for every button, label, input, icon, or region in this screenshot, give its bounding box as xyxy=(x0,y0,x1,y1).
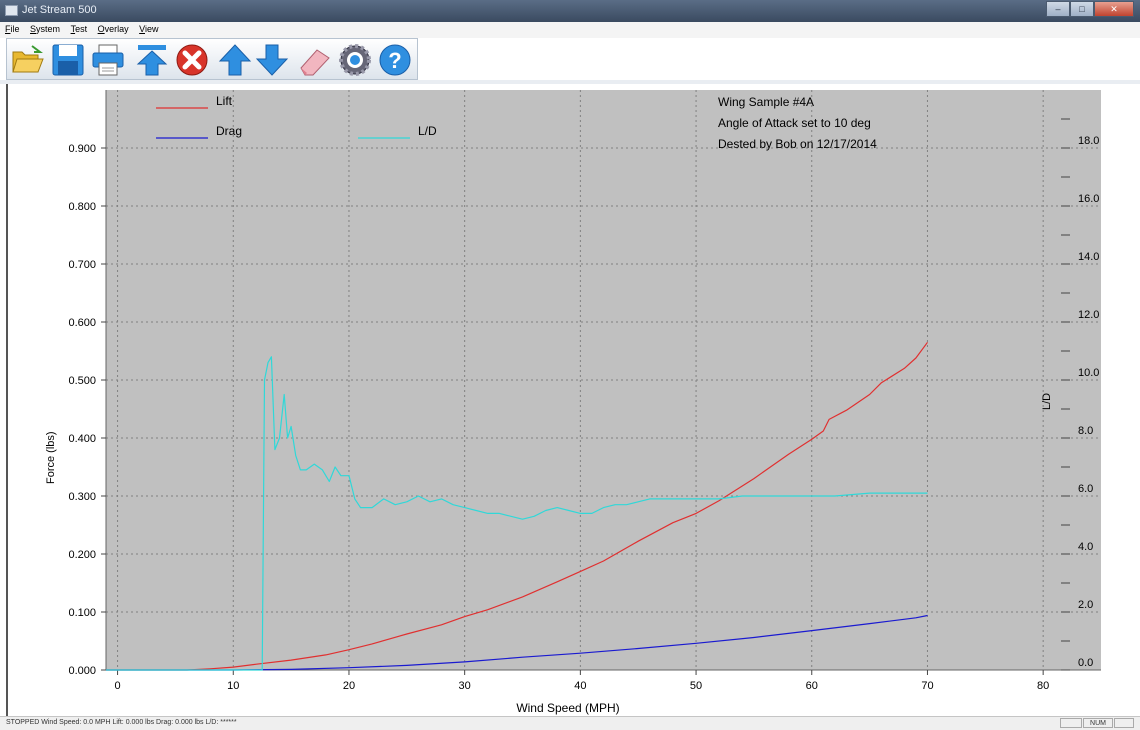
menu-test-label: est xyxy=(75,24,88,34)
toolbar-divider xyxy=(0,80,1140,84)
open-folder-icon xyxy=(12,45,44,73)
menu-view-key: V xyxy=(139,24,145,34)
annotation-text: Angle of Attack set to 10 deg xyxy=(718,116,871,130)
stop-icon xyxy=(176,44,208,76)
save-icon xyxy=(52,44,84,76)
app-icon xyxy=(5,5,18,16)
menu-view[interactable]: View xyxy=(134,22,161,34)
y-right-tick-label: 14.0 xyxy=(1078,251,1099,263)
eraser-icon xyxy=(300,49,330,76)
print-button[interactable] xyxy=(90,42,126,78)
legend-label: Drag xyxy=(216,124,242,138)
status-text: STOPPED Wind Speed: 0.0 MPH Lift: 0.000 … xyxy=(6,719,237,726)
settings-gear-icon xyxy=(339,44,371,76)
menu-overlay-key: O xyxy=(97,24,105,34)
y-left-tick-label: 0.000 xyxy=(68,665,96,677)
settings-button[interactable] xyxy=(337,42,373,78)
status-bar: STOPPED Wind Speed: 0.0 MPH Lift: 0.000 … xyxy=(0,716,1140,730)
erase-button[interactable] xyxy=(297,42,333,78)
x-tick-label: 40 xyxy=(574,680,586,692)
x-axis-label: Wind Speed (MPH) xyxy=(516,701,619,715)
status-indicator-blank xyxy=(1060,718,1082,728)
legend-label: Lift xyxy=(216,94,233,108)
series-line-drag xyxy=(106,614,928,671)
maximize-button[interactable]: □ xyxy=(1070,1,1094,17)
menu-view-label: iew xyxy=(145,24,159,34)
y-left-tick-label: 0.500 xyxy=(68,375,96,387)
menu-file-label: ile xyxy=(10,24,20,34)
y-left-tick-label: 0.800 xyxy=(68,201,96,213)
toolbar: ? xyxy=(6,38,418,80)
menu-file[interactable]: File xyxy=(0,22,23,34)
open-button[interactable] xyxy=(10,42,46,78)
force-chart: 0 10 20 30 40 50 60 70 80 0.000 0.100 0.200 0.300 0.4… xyxy=(45,90,1101,715)
x-tick-label: 60 xyxy=(806,680,818,692)
legend-label: L/D xyxy=(418,124,437,138)
y-right-tick-label: 0.0 xyxy=(1078,657,1093,669)
series-line-l-d xyxy=(106,356,928,671)
annotation-text: Dested by Bob on 12/17/2014 xyxy=(718,137,877,151)
series-lines xyxy=(106,341,928,671)
y-right-tick-label: 4.0 xyxy=(1078,541,1093,553)
y-right-tick-label: 8.0 xyxy=(1078,425,1093,437)
window-title: Jet Stream 500 xyxy=(22,4,97,16)
y-axis-left-label: Force (lbs) xyxy=(45,431,57,484)
arrow-up-icon xyxy=(218,44,252,76)
y-right-tick-label: 6.0 xyxy=(1078,483,1093,495)
window-titlebar[interactable]: Jet Stream 500 – □ ✕ xyxy=(0,0,1140,22)
print-icon xyxy=(92,44,124,76)
annotation-text: Wing Sample #4A xyxy=(718,95,814,109)
move-to-top-icon xyxy=(136,45,168,76)
series-line-lift xyxy=(106,341,928,671)
x-tick-label: 50 xyxy=(690,680,702,692)
svg-text:?: ? xyxy=(388,48,401,73)
menu-system-key: S xyxy=(30,24,37,34)
menu-overlay[interactable]: Overlay xyxy=(93,22,132,34)
menu-file-key: F xyxy=(5,24,11,34)
x-tick-label: 20 xyxy=(343,680,355,692)
legend: Lift Drag L/D xyxy=(156,94,437,139)
menu-bar: File System Test Overlay View xyxy=(0,22,1140,38)
menu-test-key: T xyxy=(70,24,76,34)
x-tick-label: 30 xyxy=(459,680,471,692)
help-button[interactable]: ? xyxy=(377,42,413,78)
x-tick-label: 10 xyxy=(227,680,239,692)
move-to-top-button[interactable] xyxy=(134,42,170,78)
move-up-button[interactable] xyxy=(217,42,253,78)
help-icon: ? xyxy=(379,44,411,76)
x-tick-label: 80 xyxy=(1037,680,1049,692)
y-left-tick-label: 0.100 xyxy=(68,607,96,619)
menu-system-label: ystem xyxy=(36,24,61,34)
num-lock-indicator: NUM xyxy=(1083,718,1113,728)
y-right-tick-label: 2.0 xyxy=(1078,599,1093,611)
status-indicator-blank-2 xyxy=(1114,718,1134,728)
y-left-tick-label: 0.700 xyxy=(68,259,96,271)
annotations: Wing Sample #4A Angle of Attack set to 10… xyxy=(718,95,877,151)
chart-frame: 0 10 20 30 40 50 60 70 80 0.000 0.100 0.200 0.300 0.4… xyxy=(6,84,1140,716)
y-left-tick-label: 0.300 xyxy=(68,491,96,503)
menu-overlay-label: verlay xyxy=(104,24,129,34)
y-right-tick-label: 10.0 xyxy=(1078,367,1099,379)
y-left-tick-label: 0.900 xyxy=(68,143,96,155)
window-controls: – □ ✕ xyxy=(1046,1,1134,18)
y-right-tick-label: 16.0 xyxy=(1078,193,1099,205)
x-tick-label: 70 xyxy=(921,680,933,692)
axis-ticks: 0 10 20 30 40 50 60 70 80 0.000 0.100 0.200 0.300 0.4… xyxy=(68,90,1101,692)
stop-button[interactable] xyxy=(174,42,210,78)
minimize-button[interactable]: – xyxy=(1046,1,1070,17)
y-axis-right-label: L/D xyxy=(1041,393,1053,410)
save-button[interactable] xyxy=(50,42,86,78)
y-right-tick-label: 18.0 xyxy=(1078,135,1099,147)
y-left-tick-label: 0.600 xyxy=(68,317,96,329)
y-right-tick-label: 12.0 xyxy=(1078,309,1099,321)
move-down-button[interactable] xyxy=(254,42,290,78)
menu-test[interactable]: Test xyxy=(66,22,91,34)
menu-system[interactable]: System xyxy=(25,22,63,34)
arrow-down-icon xyxy=(255,44,289,76)
y-left-tick-label: 0.200 xyxy=(68,549,96,561)
y-left-tick-label: 0.400 xyxy=(68,433,96,445)
close-button[interactable]: ✕ xyxy=(1094,1,1134,17)
x-tick-label: 0 xyxy=(115,680,121,692)
